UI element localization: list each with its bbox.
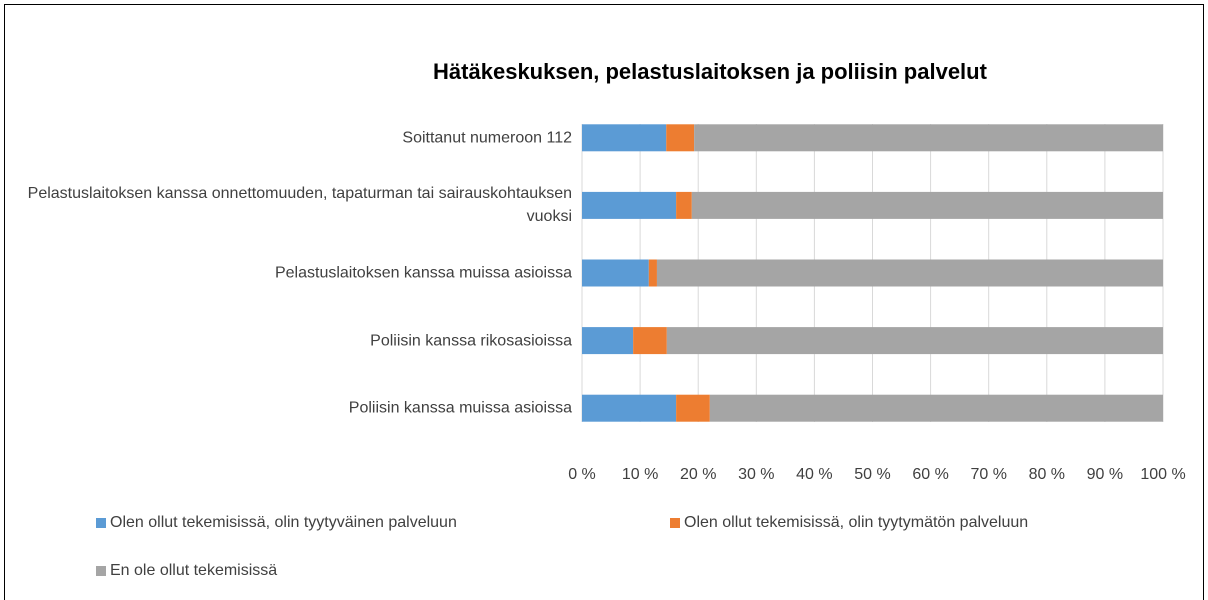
legend-swatch [96, 566, 106, 576]
y-tick-label: Poliisin kanssa muissa asioissa [348, 399, 572, 417]
bar-segment [694, 124, 1163, 152]
bar-segment [709, 394, 1163, 422]
bar-segment [582, 394, 677, 422]
legend-label: Olen ollut tekemisissä, olin tyytymätön … [684, 514, 1028, 531]
x-tick-label: 40 % [796, 466, 832, 483]
bar-segment [633, 327, 667, 355]
bar-segment [582, 259, 649, 287]
x-tick-label: 30 % [738, 466, 774, 483]
x-tick-label: 20 % [680, 466, 716, 483]
x-tick-label: 90 % [1087, 466, 1123, 483]
x-tick-label: 70 % [970, 466, 1006, 483]
y-tick-label: Pelastuslaitoksen kanssa muissa asioissa [274, 264, 572, 282]
bar-segment [666, 327, 1163, 355]
chart-title: Hätäkeskuksen, pelastuslaitoksen ja poli… [433, 59, 988, 84]
bar-segment [691, 191, 1163, 219]
y-tick-label: Poliisin kanssa rikosasioissa [370, 332, 572, 350]
bar-segment [582, 124, 667, 152]
x-tick-label: 10 % [622, 466, 658, 483]
legend-label: En ole ollut tekemisissä [110, 562, 277, 579]
y-tick-label: Pelastuslaitoksen kanssa onnettomuuden, … [27, 185, 572, 226]
chart-border [4, 4, 1204, 600]
y-tick-label: Soittanut numeroon 112 [402, 129, 572, 147]
x-tick-label: 0 % [568, 466, 596, 483]
bar-segment [582, 191, 677, 219]
x-tick-label: 60 % [912, 466, 948, 483]
bar-segment [582, 327, 634, 355]
legend-swatch [96, 518, 106, 528]
bar-segment [648, 259, 657, 287]
legend-label: Olen ollut tekemisissä, olin tyytyväinen… [110, 514, 457, 531]
bar-segment [656, 259, 1163, 287]
bar-segment [676, 191, 692, 219]
bar-segment [676, 394, 710, 422]
bar-segment [666, 124, 695, 152]
x-tick-label: 80 % [1029, 466, 1065, 483]
x-tick-label: 100 % [1140, 466, 1185, 483]
x-tick-label: 50 % [854, 466, 890, 483]
legend-swatch [670, 518, 680, 528]
